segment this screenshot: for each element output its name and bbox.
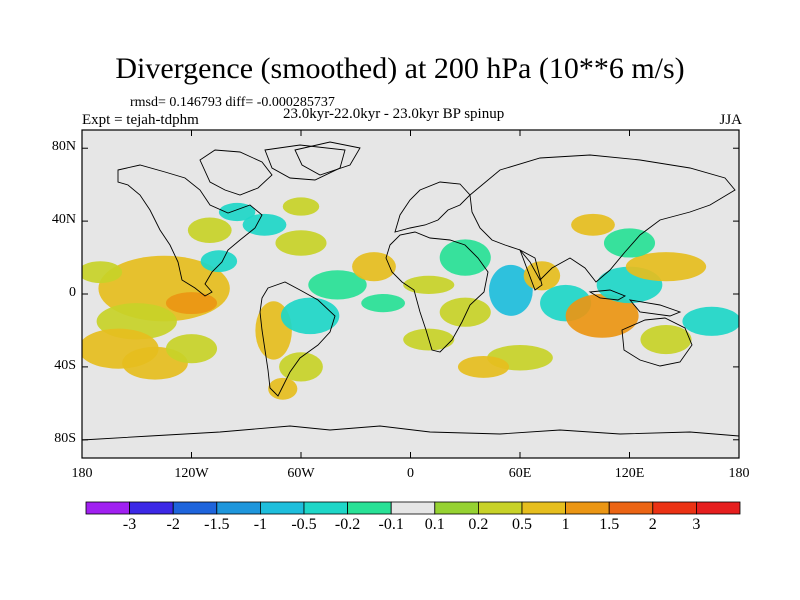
lon-tick-label: 60E [508,466,532,481]
field-blob-15 [279,352,323,382]
divergence-field [82,197,739,400]
lat-tick-label: 40S [54,357,76,373]
colorbar-label: -0.1 [378,516,404,533]
colorbar-swatch [652,501,697,515]
colorbar-swatch [696,501,741,515]
field-blob-6 [200,250,238,273]
field-blob-30 [603,228,656,258]
axis-ticks [81,130,740,458]
colorbar-label: -3 [122,516,137,533]
colorbar-label: 0.2 [468,516,489,533]
colorbar-swatch [172,501,218,515]
colorbar-label: -1.5 [204,516,230,533]
colorbar-swatch [434,501,479,515]
field-blob-24 [488,264,533,316]
field-blob-16 [268,377,298,400]
lat-tick-label: 40N [51,212,76,228]
colorbar-label: -0.2 [334,516,361,533]
lat-tick-label: 0 [69,285,76,300]
lon-tick-label: 120E [614,466,645,481]
lon-tick-label: 180 [71,466,93,481]
field-blob-9 [218,202,256,222]
field-blob-32 [682,306,739,336]
colorbar-label: 1.5 [599,516,620,533]
field-blob-1 [165,292,218,315]
colorbar-label: 0.5 [512,516,532,533]
colorbar-swatch [85,501,130,515]
colorbar-label: 3 [692,516,701,533]
field-blob-22 [439,297,491,327]
field-blob-10 [242,213,287,236]
colorbar [85,501,741,515]
colorbar-label: -2 [166,516,180,533]
field-blob-18 [352,252,396,282]
field-blob-29 [625,252,707,282]
field-blob-14 [280,297,340,335]
field-blob-7 [82,261,123,284]
colorbar-swatch [390,501,436,515]
field-blob-8 [187,217,232,243]
lon-tick-label: 120W [174,466,209,481]
period-label: 23.0kyr-22.0kyr - 23.0kyr BP spinup [283,106,505,122]
field-blob-33 [640,324,692,355]
season-label: JJA [719,112,742,128]
colorbar-swatch [259,501,305,515]
field-blob-35 [457,355,510,378]
field-blob-11 [282,197,320,216]
field-blob-25 [523,261,561,291]
field-blob-19 [361,294,406,313]
colorbar-swatch [608,501,654,515]
field-blob-20 [403,275,455,294]
field-blob-21 [439,239,491,276]
colorbar-label: 2 [648,516,657,533]
rmsd-diff-stats: rmsd= 0.146793 diff= -0.000285737 [130,95,335,110]
lon-tick-label: 180 [728,466,750,481]
lon-tick-label: 0 [407,466,414,481]
field-blob-5 [165,334,218,364]
plot-title: Divergence (smoothed) at 200 hPa (10**6 … [115,52,685,85]
colorbar-swatch [216,501,261,515]
colorbar-swatch [347,501,392,515]
field-blob-27 [565,294,639,338]
field-blob-17 [308,270,367,300]
colorbar-label: 0.1 [424,516,445,533]
colorbar-label: -0.5 [291,516,317,533]
colorbar-swatch [303,501,348,515]
colorbar-label: 1 [561,516,570,533]
field-blob-12 [275,230,327,256]
lat-tick-label: 80N [51,139,76,155]
field-blob-31 [571,213,615,236]
colorbar-swatch [477,501,523,515]
coastlines [82,141,739,458]
colorbar-swatch [129,501,174,515]
lon-tick-label: 60W [287,466,315,481]
colorbar-label: -1 [253,516,268,533]
lat-tick-label: 80S [54,430,76,446]
colorbar-swatch [521,501,566,515]
experiment-label: Expt = tejah-tdphm [82,112,199,128]
colorbar-swatch [565,501,610,515]
